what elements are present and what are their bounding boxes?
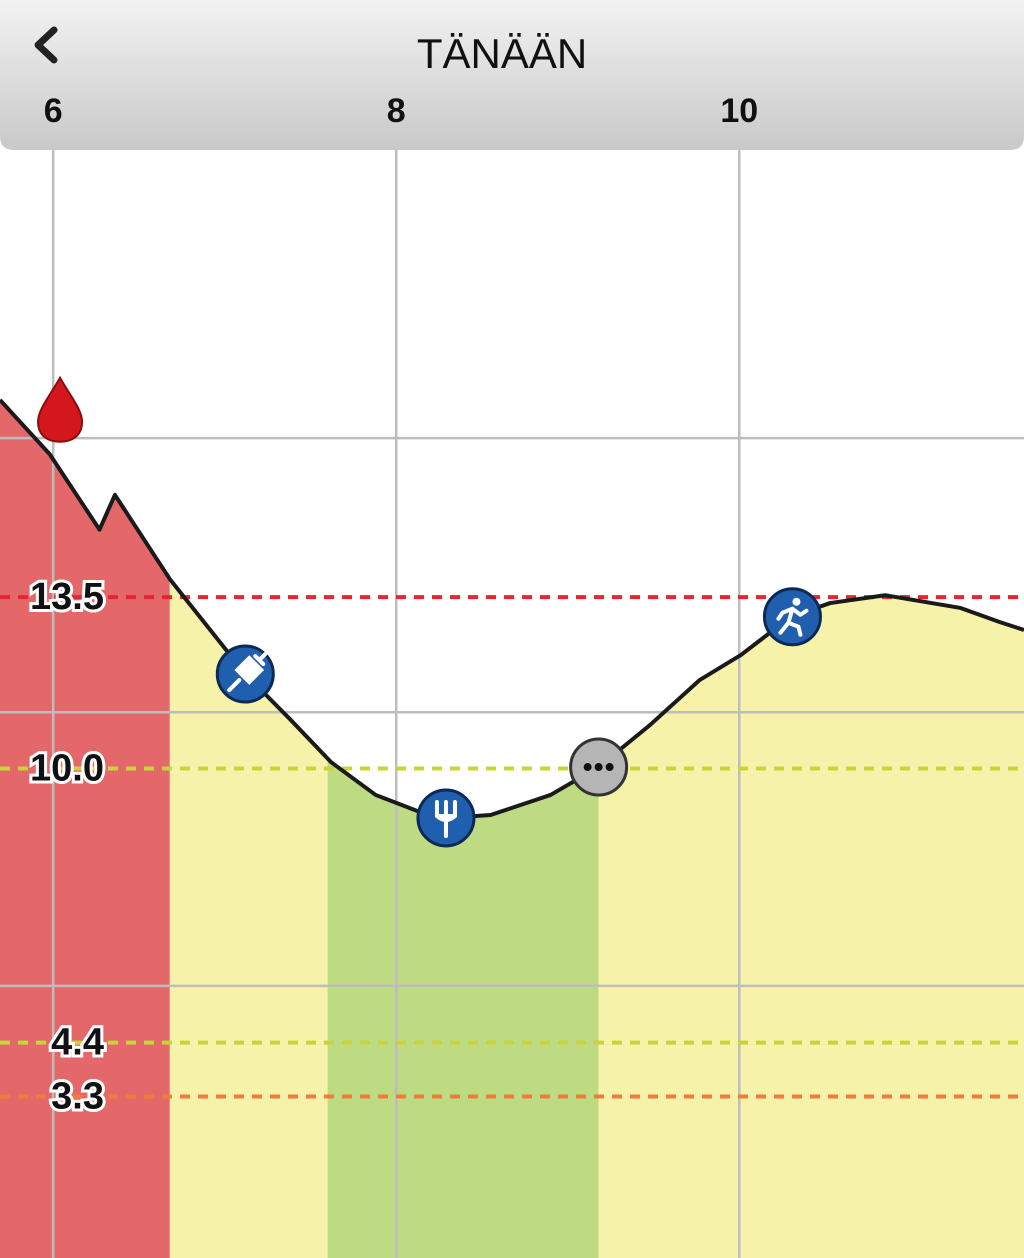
x-tick-label: 10 — [720, 92, 758, 130]
icon-runner — [776, 606, 809, 637]
icon-drop — [37, 375, 84, 443]
icon-dot — [583, 763, 592, 772]
back-button[interactable] — [34, 26, 58, 64]
icon-bg — [762, 587, 822, 647]
threshold-label: 3.3 — [51, 1075, 104, 1117]
zone — [327, 399, 599, 1258]
threshold-label: 13.5 — [30, 576, 104, 618]
x-tick-label: 8 — [387, 92, 406, 130]
threshold-label: 10.0 — [30, 748, 104, 790]
header-title: TÄNÄÄN — [417, 30, 587, 77]
icon-dot — [594, 763, 603, 772]
zone — [0, 399, 170, 1258]
event-marker[interactable] — [416, 788, 476, 848]
glucose-line — [0, 398, 1024, 820]
header-bar — [0, 0, 1024, 150]
icon-head — [792, 597, 801, 606]
icon-dot — [605, 763, 614, 772]
event-marker[interactable] — [215, 644, 275, 704]
zone — [169, 399, 328, 1258]
x-tick-label: 6 — [44, 92, 63, 130]
threshold-label: 4.4 — [51, 1022, 104, 1064]
event-marker[interactable] — [37, 375, 84, 443]
icon-syringe — [227, 652, 268, 693]
event-marker[interactable] — [762, 587, 822, 647]
icon-fork — [434, 799, 457, 838]
header: TÄNÄÄN 6 8 10 — [0, 0, 1024, 150]
event-marker[interactable] — [569, 737, 629, 797]
